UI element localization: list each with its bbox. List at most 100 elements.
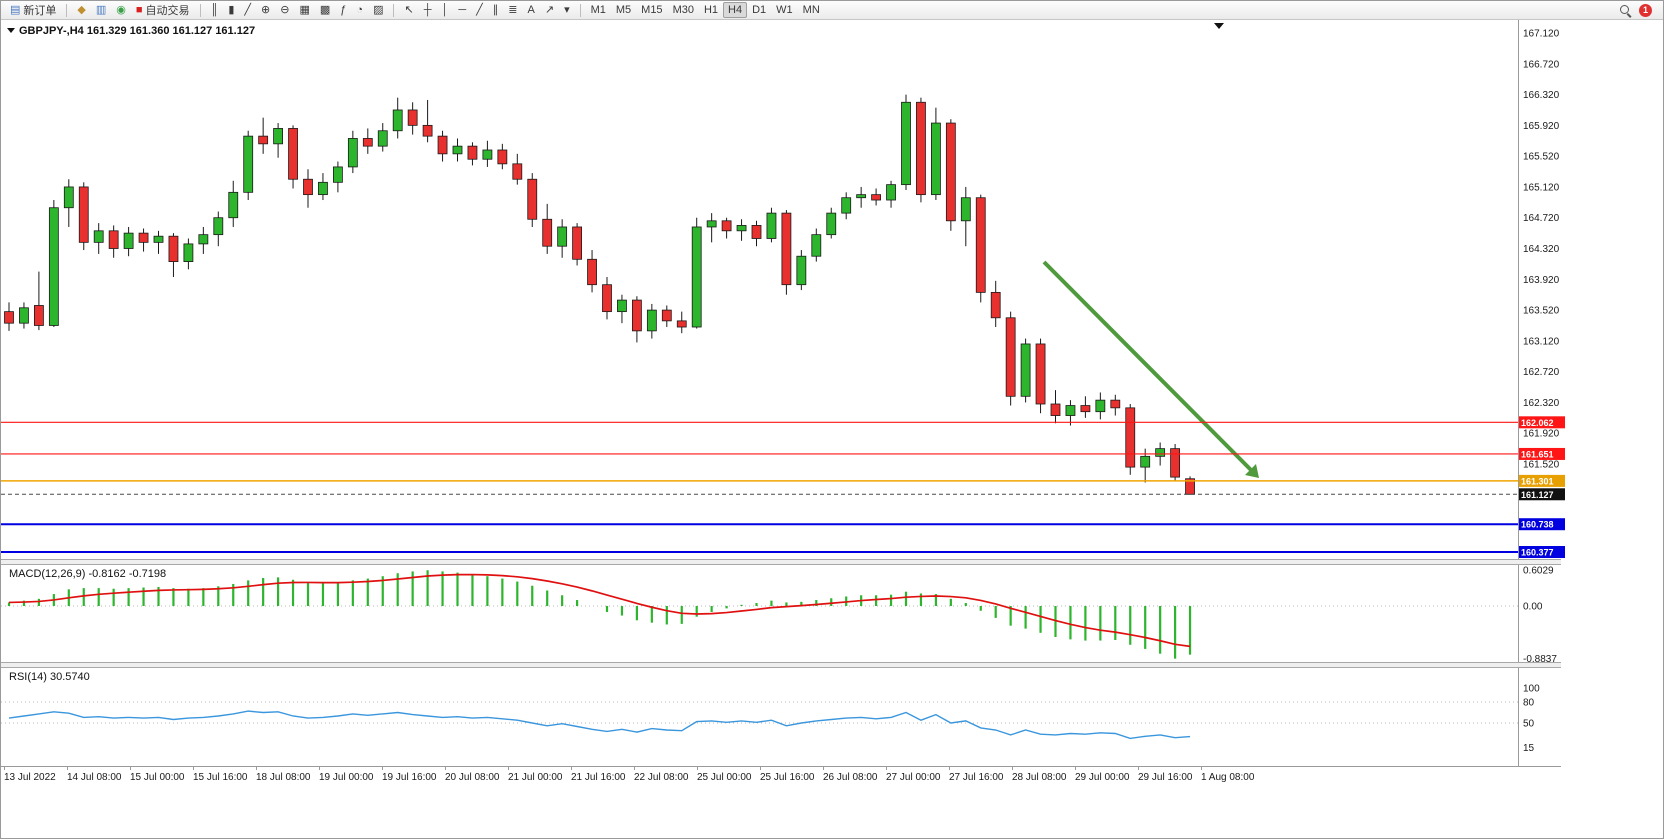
templates-button[interactable]: ▨ bbox=[368, 2, 388, 18]
candle-body bbox=[108, 230, 119, 249]
price-axis-label[interactable]: 163.920 bbox=[1523, 275, 1560, 286]
panel-splitter[interactable] bbox=[1, 662, 1561, 668]
tile-windows-icon: ▦ bbox=[299, 3, 310, 16]
candle-body bbox=[482, 149, 493, 160]
arrows-button[interactable]: ↗ bbox=[540, 2, 559, 18]
time-axis-label[interactable]: 15 Jul 16:00 bbox=[193, 772, 248, 783]
time-axis-label[interactable]: 15 Jul 00:00 bbox=[130, 772, 185, 783]
charts-icon[interactable]: ▥ bbox=[91, 2, 111, 18]
trendline-button[interactable]: ╱ bbox=[471, 2, 488, 18]
horizontal-line-button[interactable]: ─ bbox=[453, 2, 471, 18]
vertical-line-button[interactable]: │ bbox=[436, 2, 453, 18]
macd-axis-label[interactable]: -0.8837 bbox=[1523, 654, 1557, 665]
bar-chart-button[interactable]: ║ bbox=[206, 2, 224, 18]
channel-button[interactable]: ∥ bbox=[488, 2, 504, 18]
periods-button[interactable]: ◔ bbox=[351, 2, 368, 18]
time-axis-label[interactable]: 18 Jul 08:00 bbox=[256, 772, 311, 783]
cursor-button[interactable]: ↖ bbox=[399, 2, 418, 18]
rsi-axis-label[interactable]: 50 bbox=[1523, 719, 1535, 730]
shapes-dropdown[interactable]: ▾ bbox=[559, 2, 575, 18]
target-line-blue-2-tag-label: 160.377 bbox=[1521, 548, 1554, 558]
time-axis-label[interactable]: 21 Jul 16:00 bbox=[571, 772, 626, 783]
symbols-icon[interactable]: ◆ bbox=[72, 2, 90, 18]
chart-plot-area[interactable] bbox=[1, 20, 1518, 559]
candle-body bbox=[332, 166, 343, 183]
price-axis-label[interactable]: 166.720 bbox=[1523, 59, 1560, 70]
rsi-axis-label[interactable]: 15 bbox=[1523, 743, 1535, 754]
price-axis-label[interactable]: 165.520 bbox=[1523, 152, 1560, 163]
time-axis-label[interactable]: 27 Jul 16:00 bbox=[949, 772, 1004, 783]
price-axis-label[interactable]: 165.120 bbox=[1523, 182, 1560, 193]
candle-body bbox=[497, 149, 508, 165]
bid-price-line-tag bbox=[1519, 488, 1565, 501]
time-axis-label[interactable]: 26 Jul 08:00 bbox=[823, 772, 878, 783]
time-axis-label[interactable]: 19 Jul 16:00 bbox=[382, 772, 437, 783]
time-axis-label[interactable]: 1 Aug 08:00 bbox=[1201, 772, 1255, 783]
tf-d1-button[interactable]: D1 bbox=[747, 2, 771, 18]
price-axis-label[interactable]: 161.520 bbox=[1523, 460, 1560, 471]
text-button[interactable]: A bbox=[523, 2, 540, 18]
rsi-axis-label[interactable]: 80 bbox=[1523, 698, 1535, 709]
panel-splitter[interactable] bbox=[1, 559, 1561, 565]
price-axis-label[interactable]: 167.120 bbox=[1523, 29, 1560, 40]
time-axis-label[interactable]: 29 Jul 16:00 bbox=[1138, 772, 1193, 783]
time-axis-label[interactable]: 29 Jul 00:00 bbox=[1075, 772, 1130, 783]
cascade-windows-button[interactable]: ▩ bbox=[315, 2, 335, 18]
price-axis-label[interactable]: 163.520 bbox=[1523, 306, 1560, 317]
candle-body bbox=[273, 128, 284, 145]
tf-w1-button[interactable]: W1 bbox=[771, 2, 798, 18]
time-axis-label[interactable]: 14 Jul 08:00 bbox=[67, 772, 122, 783]
candle-body bbox=[931, 122, 941, 196]
time-axis-label[interactable]: 20 Jul 08:00 bbox=[445, 772, 500, 783]
price-axis-label[interactable]: 162.320 bbox=[1523, 398, 1560, 409]
rsi-axis-label[interactable]: 100 bbox=[1523, 684, 1540, 695]
tf-m15-button[interactable]: M15 bbox=[636, 2, 667, 18]
time-axis-label[interactable]: 28 Jul 08:00 bbox=[1012, 772, 1067, 783]
price-axis-label[interactable]: 164.720 bbox=[1523, 213, 1560, 224]
macd-axis-label[interactable]: 0.00 bbox=[1523, 602, 1543, 613]
chart-menu-marker[interactable] bbox=[7, 28, 15, 33]
tf-mn-button[interactable]: MN bbox=[798, 2, 825, 18]
time-axis-label[interactable]: 21 Jul 00:00 bbox=[508, 772, 563, 783]
tf-m1-button[interactable]: M1 bbox=[586, 2, 611, 18]
tf-h1-button[interactable]: H1 bbox=[699, 2, 723, 18]
auto-trading-button[interactable]: ■ 自动交易 bbox=[131, 2, 195, 18]
price-axis-label[interactable]: 165.920 bbox=[1523, 121, 1560, 132]
trend-arrow[interactable] bbox=[1042, 260, 1253, 472]
price-axis-label[interactable]: 166.320 bbox=[1523, 90, 1560, 101]
notification-badge[interactable]: 1 bbox=[1639, 3, 1652, 17]
alerts-icon[interactable]: ◉ bbox=[111, 2, 131, 18]
price-axis-label[interactable]: 163.120 bbox=[1523, 336, 1560, 347]
tf-m5-button[interactable]: M5 bbox=[611, 2, 636, 18]
time-axis-label[interactable]: 13 Jul 2022 bbox=[4, 772, 56, 783]
zoom-out-icon: ⊖ bbox=[280, 3, 290, 16]
tf-m30-button[interactable]: M30 bbox=[668, 2, 699, 18]
tf-h4-button[interactable]: H4 bbox=[723, 2, 748, 18]
toolbar-right: 1 bbox=[1619, 3, 1660, 17]
time-axis-label[interactable]: 22 Jul 08:00 bbox=[634, 772, 689, 783]
macd-axis-label[interactable]: 0.6029 bbox=[1523, 566, 1554, 577]
tile-windows-button[interactable]: ▦ bbox=[294, 2, 314, 18]
new-order-button[interactable]: ▤ 新订单 bbox=[5, 2, 61, 18]
zoom-out-button[interactable]: ⊖ bbox=[275, 2, 294, 18]
fibonacci-button[interactable]: ≣ bbox=[503, 2, 522, 18]
time-axis-label[interactable]: 25 Jul 00:00 bbox=[697, 772, 752, 783]
candle-body bbox=[243, 135, 254, 193]
indicators-button[interactable]: ƒ bbox=[335, 2, 351, 18]
chart-shift-marker[interactable] bbox=[1214, 23, 1224, 29]
price-axis-label[interactable]: 162.720 bbox=[1523, 367, 1560, 378]
candle-body bbox=[856, 194, 867, 199]
crosshair-button[interactable]: ┼ bbox=[419, 2, 437, 18]
zoom-in-button[interactable]: ⊕ bbox=[256, 2, 275, 18]
price-axis-label[interactable]: 164.320 bbox=[1523, 244, 1560, 255]
time-axis-label[interactable]: 19 Jul 00:00 bbox=[319, 772, 374, 783]
candle-body bbox=[4, 311, 14, 324]
candlestick-button[interactable]: ▮ bbox=[223, 2, 239, 18]
search-icon[interactable] bbox=[1619, 4, 1632, 17]
price-axis-label[interactable]: 161.920 bbox=[1523, 429, 1560, 440]
candle-body bbox=[617, 299, 627, 313]
time-axis-label[interactable]: 25 Jul 16:00 bbox=[760, 772, 815, 783]
line-chart-button[interactable]: ╱ bbox=[239, 2, 256, 18]
time-axis-label[interactable]: 27 Jul 00:00 bbox=[886, 772, 941, 783]
